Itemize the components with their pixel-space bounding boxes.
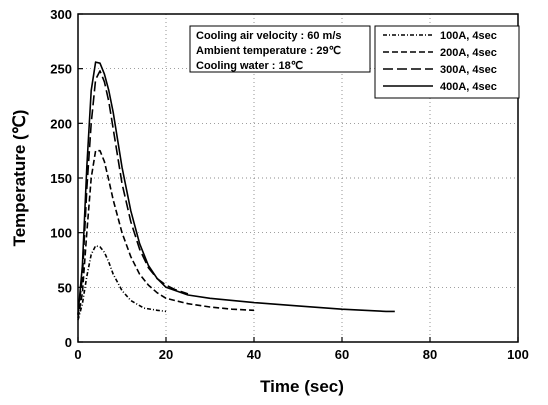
legend-box [374,25,520,99]
x-tick-label: 0 [74,347,81,362]
x-tick-label: 100 [507,347,529,362]
x-tick-label: 40 [247,347,261,362]
legend-label: 300A, 4sec [440,64,497,76]
series-line-2 [77,149,255,319]
y-tick-label: 300 [50,7,72,22]
y-tick-label: 100 [50,226,72,241]
x-tick-label: 60 [335,347,349,362]
series-line-1 [77,245,167,321]
ambient-temperature-note: Ambient temperature : 29℃ [196,45,341,57]
x-axis-label: Time (sec) [260,377,344,396]
cooling-water-note: Cooling water : 18℃ [196,60,303,72]
plot-frame [77,13,519,343]
y-tick-label: 0 [65,335,72,350]
series-line-4 [77,61,395,315]
conditions-box [189,25,371,73]
conditions-annotation: Cooling air velocity : 60 m/s Ambient te… [189,25,371,73]
legend-label: 200A, 4sec [440,47,497,59]
series-lines [77,61,395,321]
legend: 100A, 4sec 200A, 4sec 300A, 4sec 400A, 4sec [374,25,520,99]
y-tick-label: 50 [58,280,72,295]
x-tick-label: 20 [159,347,173,362]
legend-label: 400A, 4sec [440,81,497,93]
y-tick-label: 150 [50,171,72,186]
x-tick-label: 80 [423,347,437,362]
y-tick-label: 250 [50,62,72,77]
air-velocity-note: Cooling air velocity : 60 m/s [196,30,342,42]
y-axis-label: Temperature (℃) [10,110,29,247]
legend-label: 100A, 4sec [440,30,497,42]
y-tick-label: 200 [50,116,72,131]
series-line-3 [77,70,189,315]
tick-marks: 0 20 40 60 80 100 0 50 100 150 200 250 300 [50,7,529,362]
